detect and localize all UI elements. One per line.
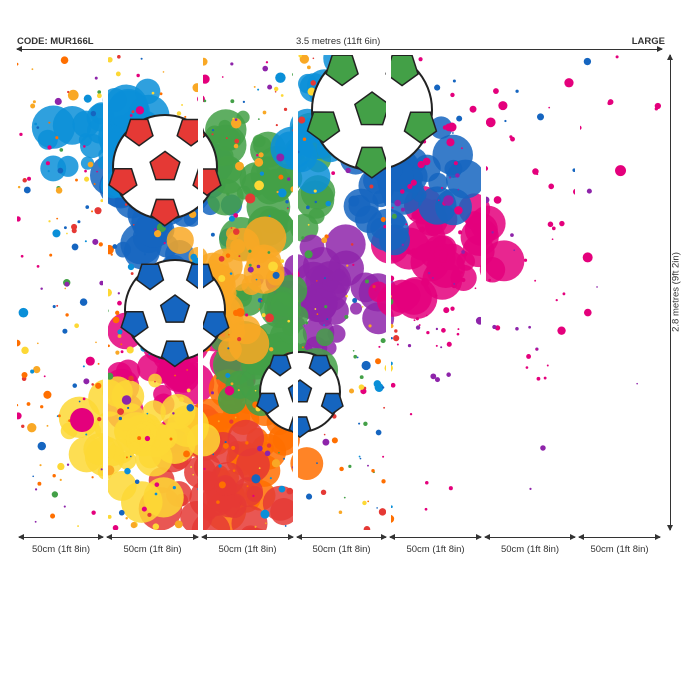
panel-seam — [293, 55, 298, 530]
product-code: CODE: MUR166L — [17, 36, 94, 47]
panel-seam — [575, 55, 580, 530]
panel-width-arrow — [389, 534, 482, 540]
panel-width-label: 50cm (1ft 8in) — [312, 544, 371, 555]
width-arrow — [16, 46, 663, 52]
size-label: LARGE — [631, 36, 665, 47]
width-label: 3.5 metres (11ft 6in) — [296, 36, 381, 47]
panel-seam — [481, 55, 486, 530]
panel-seam — [386, 55, 391, 530]
height-arrow — [667, 54, 673, 531]
panel-width-arrow — [106, 534, 199, 540]
panel-width-arrow — [18, 534, 104, 540]
soccer-ball-icon — [108, 114, 222, 227]
panel-seam — [198, 55, 203, 530]
panel-width-label: 50cm (1ft 8in) — [123, 544, 182, 555]
panel-width-arrow — [484, 534, 576, 540]
height-label: 2.8 metres (9ft 2in) — [670, 252, 682, 332]
panel-width-arrow — [578, 534, 661, 540]
soccer-ball-icon — [306, 55, 438, 179]
panel-width-arrow — [201, 534, 294, 540]
panel-width-arrow — [296, 534, 387, 540]
panel-width-label: 50cm (1ft 8in) — [500, 544, 560, 555]
mural-artwork — [17, 55, 662, 530]
panel-seam — [103, 55, 108, 530]
panel-width-label: 50cm (1ft 8in) — [31, 544, 91, 555]
panel-width-label: 50cm (1ft 8in) — [406, 544, 465, 555]
panel-width-label: 50cm (1ft 8in) — [218, 544, 277, 555]
panel-width-label: 50cm (1ft 8in) — [590, 544, 649, 555]
